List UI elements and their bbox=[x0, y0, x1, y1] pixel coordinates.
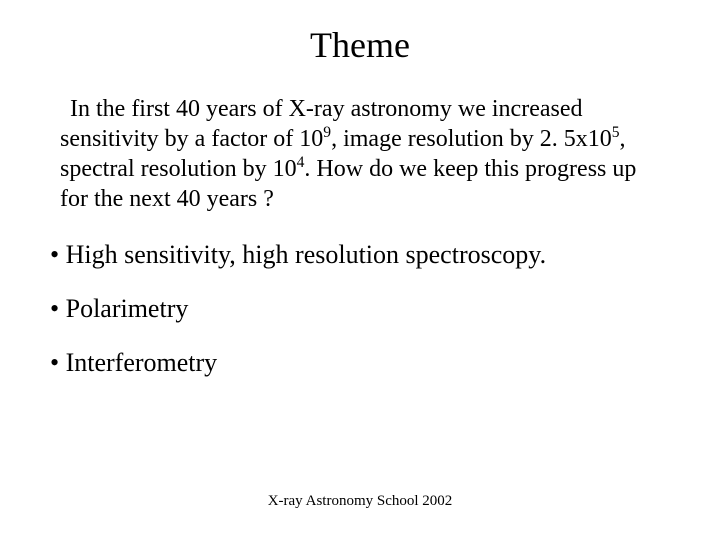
bullet-list: • High sensitivity, high resolution spec… bbox=[50, 240, 660, 378]
para-seg2: , image resolution by 2. 5x10 bbox=[331, 126, 612, 152]
slide: Theme In the first 40 years of X-ray ast… bbox=[0, 0, 720, 540]
slide-footer: X-ray Astronomy School 2002 bbox=[0, 493, 720, 510]
bullet-item: • High sensitivity, high resolution spec… bbox=[50, 240, 660, 270]
bullet-item: • Interferometry bbox=[50, 348, 660, 378]
body-paragraph: In the first 40 years of X-ray astronomy… bbox=[60, 94, 660, 214]
para-sup1: 9 bbox=[323, 124, 331, 141]
slide-title: Theme bbox=[0, 0, 720, 66]
para-sup2: 5 bbox=[612, 124, 620, 141]
bullet-item: • Polarimetry bbox=[50, 294, 660, 324]
